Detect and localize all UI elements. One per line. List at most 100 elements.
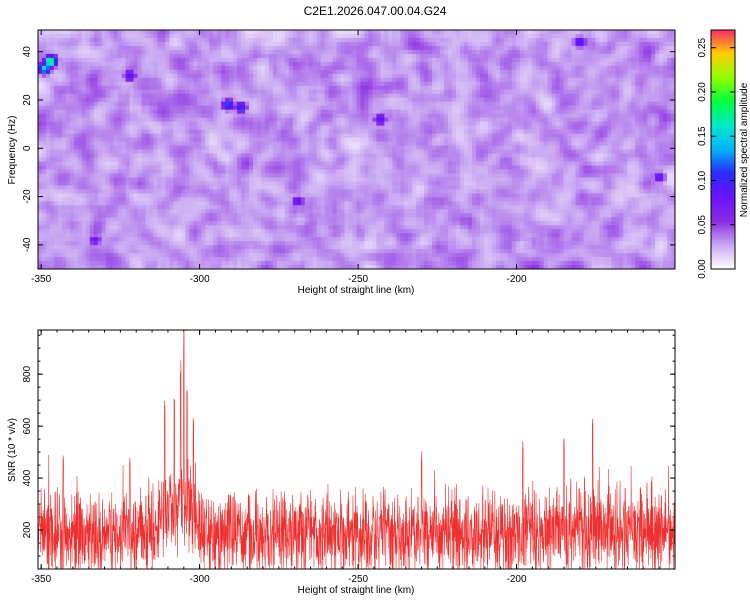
heatmap-cell [416,145,421,151]
heatmap-cell [671,61,675,67]
heatmap-cell [499,77,505,83]
heatmap-cell [49,69,55,75]
heatmap-cell [623,133,628,139]
heatmap-cell [460,30,465,35]
heatmap-cell [396,125,401,131]
heatmap-cell [519,61,525,67]
heatmap-cell [49,73,55,79]
heatmap-cell [133,129,139,135]
heatmap-cell [499,93,505,99]
heatmap-cell [280,109,286,115]
heatmap-cell [467,141,473,147]
heatmap-cell [89,69,95,75]
heatmap-cell [117,133,123,139]
heatmap-cell [237,49,242,55]
heatmap-cell [237,69,242,75]
heatmap-cell [392,65,397,71]
heatmap-cell [205,53,210,59]
heatmap-cell [109,153,115,159]
heatmap-cell [149,77,155,83]
heatmap-cell [647,49,652,55]
heatmap-cell [591,113,596,119]
heatmap-cell [272,109,278,115]
heatmap-cell [81,57,87,63]
heatmap-cell [416,53,421,59]
heatmap-cell [360,81,366,87]
heatmap-cell [65,37,71,43]
heatmap-cell [93,30,99,35]
heatmap-cell [460,45,465,51]
heatmap-cell [133,153,139,159]
heatmap-cell [288,45,294,51]
heatmap-cell [400,45,405,51]
heatmap-cell [671,45,675,51]
heatmap-cell [324,30,330,35]
heatmap-cell [631,41,636,47]
heatmap-cell [41,85,47,91]
heatmap-cell [249,85,254,91]
heatmap-cell [85,101,91,107]
heatmap-cell [575,53,581,59]
heatmap-cell [603,37,608,43]
heatmap-cell [471,101,477,107]
heatmap-cell [551,113,557,119]
heatmap-cell [260,145,266,151]
heatmap-cell [133,85,139,91]
heatmap-cell [471,61,477,67]
heatmap-cell [448,69,453,75]
heatmap-cell [603,45,608,51]
heatmap-cell [527,149,533,155]
heatmap-cell [635,61,640,67]
heatmap-cell [384,97,389,103]
heatmap-cell [165,149,170,155]
heatmap-cell [408,137,413,143]
heatmap-cell [197,49,202,55]
heatmap-cell [607,41,612,47]
heatmap-cell [392,37,397,43]
heatmap-cell [121,30,127,35]
heatmap-cell [551,105,557,111]
heatmap-cell [384,125,389,131]
heatmap-cell [121,153,127,159]
heatmap-cell [320,65,326,71]
heatmap-cell [659,73,664,79]
heatmap-cell [428,57,433,63]
heatmap-cell [416,33,421,39]
heatmap-cell [563,97,569,103]
heatmap-cell [292,65,298,71]
heatmap-cell [444,37,449,43]
heatmap-cell [105,105,111,111]
heatmap-cell [392,81,397,87]
heatmap-cell [85,113,91,119]
heatmap-cell [372,93,378,99]
heatmap-cell [376,41,381,47]
heatmap-cell [256,117,262,123]
heatmap-cell [663,145,668,151]
heatmap-cell [93,77,99,83]
heatmap-cell [511,101,517,107]
heatmap-cell [368,145,374,151]
heatmap-cell [137,65,143,71]
heatmap-cell [53,113,59,119]
heatmap-cell [655,53,660,59]
heatmap-cell [348,133,354,139]
heatmap-cell [495,149,501,155]
heatmap-cell [181,133,186,139]
heatmap-cell [471,30,477,35]
heatmap-cell [292,57,298,63]
heatmap-cell [85,141,91,147]
heatmap-cell [344,145,350,151]
heatmap-cell [416,30,421,35]
heatmap-cell [249,109,254,115]
heatmap-cell [527,73,533,79]
heatmap-cell [567,45,573,51]
heatmap-cell [511,57,517,63]
heatmap-cell [69,33,75,39]
heatmap-cell [444,97,449,103]
heatmap-cell [388,37,393,43]
heatmap-cell [85,53,91,59]
heatmap-cell [623,125,628,131]
heatmap-cell [611,61,616,67]
heatmap-cell [631,33,636,39]
heatmap-cell [77,149,83,155]
